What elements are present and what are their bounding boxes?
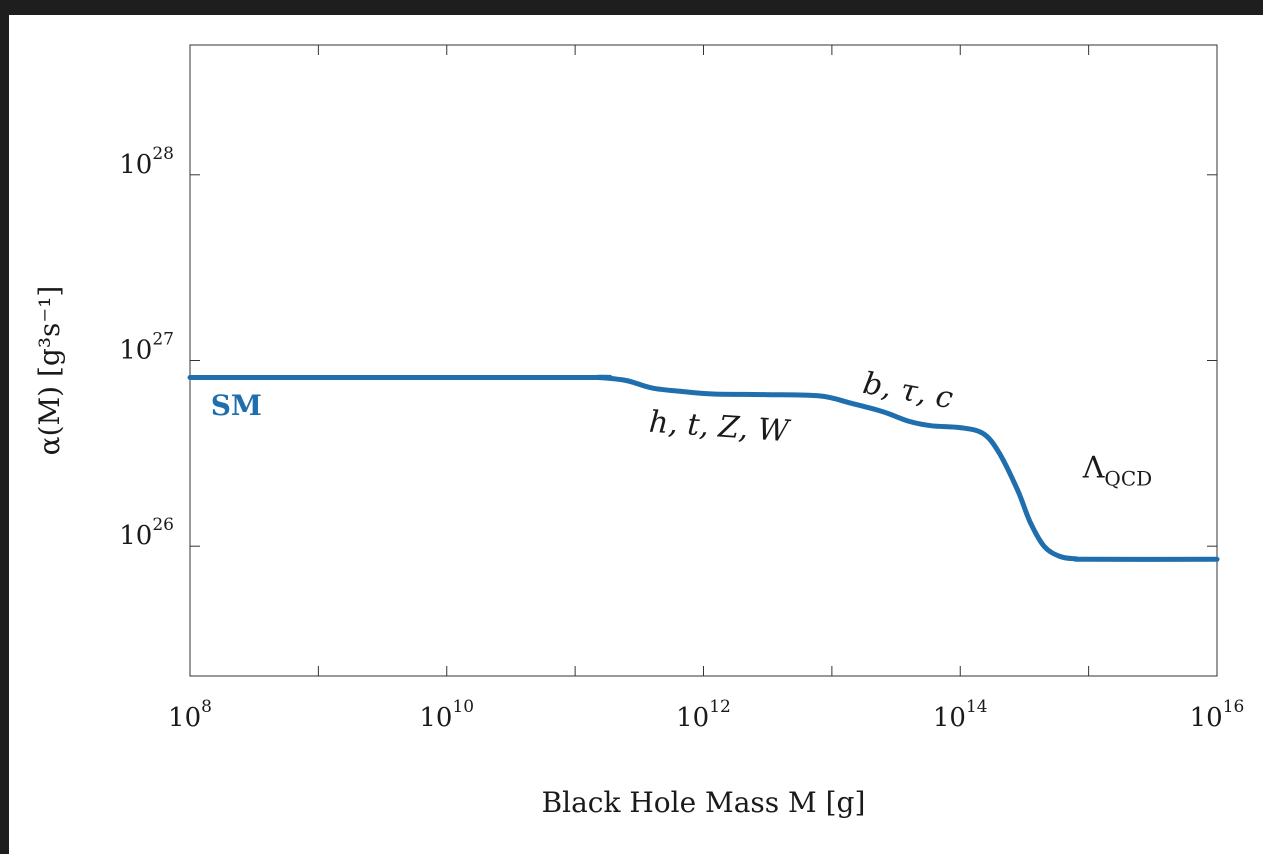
y-tick-label: 1027 [119, 330, 174, 366]
chart-frame: 108 1010 1012 1014 1016 1026 1027 1028 Black Hol… [9, 15, 1263, 854]
y-tick-label: 1026 [119, 515, 174, 551]
series-line-sm [187, 374, 1220, 562]
x-tick-label: 1012 [676, 697, 731, 733]
plot-box [189, 44, 1218, 677]
x-tick-label: 1014 [933, 697, 988, 733]
y-tick-label: 1028 [119, 144, 174, 180]
x-tick-label: 1016 [1190, 697, 1245, 733]
x-tick-label: 1010 [419, 697, 474, 733]
x-tick-label: 108 [168, 697, 212, 733]
series-label: SM [211, 389, 262, 422]
y-axis-label: α(M) [g³s⁻¹] [33, 286, 66, 456]
axis-ticks [189, 45, 1218, 676]
line-chart: 108 1010 1012 1014 1016 1026 1027 1028 Black Hol… [33, 44, 1244, 819]
plot-axes [189, 44, 1218, 677]
x-axis-label: Black Hole Mass M [g] [542, 786, 866, 819]
annotation-lambda-qcd: ΛQCD [1082, 450, 1152, 490]
series-layer [187, 374, 1220, 562]
label-layer: 108 1010 1012 1014 1016 1026 1027 1028 Black Hol… [33, 144, 1244, 819]
annotation-htzw: h, t, Z, W [648, 405, 792, 450]
